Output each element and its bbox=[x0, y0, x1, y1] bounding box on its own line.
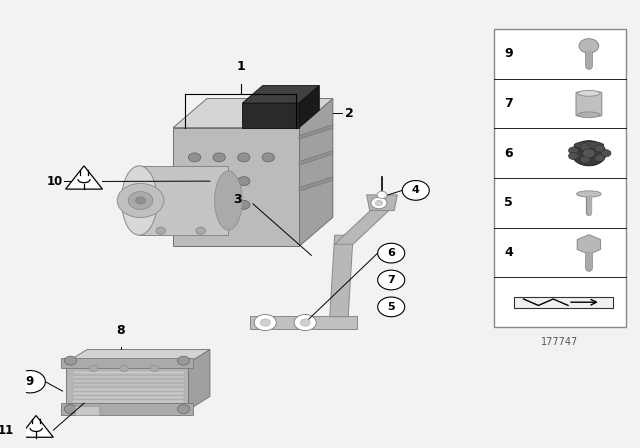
Circle shape bbox=[196, 227, 205, 234]
Circle shape bbox=[583, 149, 595, 158]
Polygon shape bbox=[299, 125, 333, 139]
Circle shape bbox=[15, 370, 45, 393]
Polygon shape bbox=[330, 235, 353, 317]
Circle shape bbox=[595, 145, 605, 152]
Text: 5: 5 bbox=[504, 196, 513, 209]
Text: 3: 3 bbox=[234, 193, 242, 206]
Text: 1: 1 bbox=[236, 60, 245, 73]
Polygon shape bbox=[140, 166, 228, 235]
Text: 7: 7 bbox=[387, 275, 395, 285]
Circle shape bbox=[580, 143, 590, 151]
Polygon shape bbox=[66, 166, 102, 189]
Polygon shape bbox=[173, 128, 299, 246]
Polygon shape bbox=[173, 99, 333, 128]
Ellipse shape bbox=[578, 90, 600, 96]
Circle shape bbox=[601, 150, 611, 157]
Polygon shape bbox=[66, 349, 210, 363]
Polygon shape bbox=[335, 208, 391, 244]
Text: 9: 9 bbox=[504, 47, 513, 60]
Text: 2: 2 bbox=[345, 107, 354, 120]
Polygon shape bbox=[73, 392, 184, 395]
Polygon shape bbox=[367, 195, 397, 211]
Circle shape bbox=[213, 153, 225, 162]
Text: 177747: 177747 bbox=[541, 337, 579, 347]
Circle shape bbox=[65, 405, 77, 414]
Circle shape bbox=[136, 197, 145, 204]
Circle shape bbox=[375, 200, 383, 206]
Ellipse shape bbox=[214, 171, 242, 230]
Circle shape bbox=[595, 155, 605, 162]
Polygon shape bbox=[188, 349, 210, 410]
Text: 4: 4 bbox=[504, 246, 513, 259]
Polygon shape bbox=[73, 396, 184, 399]
Ellipse shape bbox=[578, 112, 600, 118]
Text: 11: 11 bbox=[0, 423, 14, 437]
Circle shape bbox=[65, 356, 77, 365]
Polygon shape bbox=[73, 384, 184, 386]
Circle shape bbox=[177, 405, 189, 414]
Circle shape bbox=[377, 191, 387, 198]
Polygon shape bbox=[61, 403, 193, 415]
Polygon shape bbox=[73, 388, 184, 391]
Polygon shape bbox=[75, 406, 99, 415]
FancyBboxPatch shape bbox=[576, 92, 602, 116]
Circle shape bbox=[580, 156, 590, 163]
Circle shape bbox=[237, 153, 250, 162]
Polygon shape bbox=[243, 86, 319, 103]
Text: 8: 8 bbox=[116, 324, 125, 337]
Circle shape bbox=[188, 153, 201, 162]
Circle shape bbox=[89, 366, 97, 372]
Ellipse shape bbox=[574, 142, 604, 149]
Text: 6: 6 bbox=[387, 248, 395, 258]
Circle shape bbox=[177, 356, 189, 365]
Polygon shape bbox=[299, 151, 333, 165]
FancyBboxPatch shape bbox=[494, 29, 626, 327]
Ellipse shape bbox=[122, 166, 157, 235]
Circle shape bbox=[213, 177, 225, 185]
Text: 9: 9 bbox=[26, 375, 34, 388]
Polygon shape bbox=[73, 380, 184, 382]
Text: 7: 7 bbox=[504, 97, 513, 110]
Polygon shape bbox=[243, 103, 299, 128]
Polygon shape bbox=[66, 363, 188, 410]
Circle shape bbox=[254, 314, 276, 331]
Circle shape bbox=[120, 366, 128, 372]
Polygon shape bbox=[73, 375, 184, 378]
Polygon shape bbox=[299, 177, 333, 191]
Circle shape bbox=[300, 319, 310, 326]
FancyBboxPatch shape bbox=[514, 297, 612, 308]
Circle shape bbox=[260, 319, 270, 326]
Polygon shape bbox=[250, 316, 357, 329]
Text: 5: 5 bbox=[387, 302, 395, 312]
Polygon shape bbox=[299, 99, 333, 246]
Text: 10: 10 bbox=[46, 175, 63, 188]
Circle shape bbox=[378, 243, 404, 263]
Circle shape bbox=[128, 192, 153, 210]
Circle shape bbox=[568, 147, 579, 154]
Circle shape bbox=[117, 184, 164, 218]
Text: 6: 6 bbox=[504, 147, 513, 160]
Ellipse shape bbox=[577, 191, 601, 197]
Circle shape bbox=[378, 270, 404, 290]
Circle shape bbox=[237, 200, 250, 209]
Circle shape bbox=[156, 227, 166, 234]
Polygon shape bbox=[19, 416, 53, 437]
Circle shape bbox=[294, 314, 316, 331]
Polygon shape bbox=[61, 358, 193, 368]
Text: 4: 4 bbox=[412, 185, 420, 195]
Polygon shape bbox=[577, 235, 600, 254]
Circle shape bbox=[150, 366, 159, 372]
Circle shape bbox=[262, 153, 275, 162]
Polygon shape bbox=[299, 86, 319, 128]
Circle shape bbox=[371, 197, 387, 209]
Circle shape bbox=[378, 297, 404, 317]
Circle shape bbox=[572, 141, 606, 166]
Circle shape bbox=[237, 177, 250, 185]
Circle shape bbox=[403, 181, 429, 200]
Polygon shape bbox=[73, 371, 184, 374]
Polygon shape bbox=[73, 400, 184, 403]
Circle shape bbox=[213, 200, 225, 209]
Circle shape bbox=[579, 39, 598, 53]
Circle shape bbox=[568, 152, 579, 159]
